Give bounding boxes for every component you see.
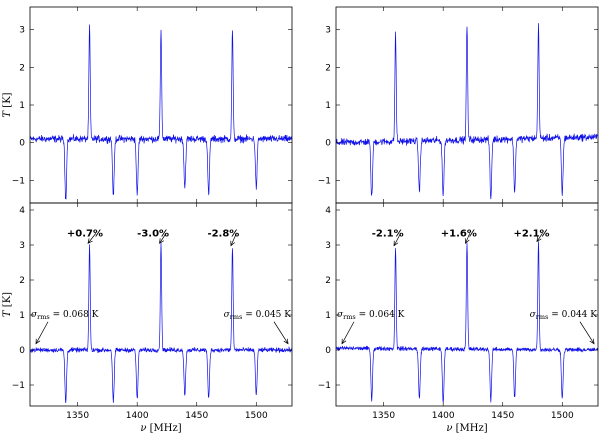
y-tick-label: 1 [325,101,331,111]
y-tick-label: 3 [19,26,25,36]
y-tick-label: 0 [19,139,25,149]
x-tick-label: 1350 [372,411,395,421]
y-tick-label: 0 [325,139,331,149]
annotation-arrow [87,233,97,244]
arrow-head [35,338,41,345]
y-tick-label: −1 [12,176,25,186]
y-tick-label: 3 [19,241,25,251]
y-tick-label: 3 [325,241,331,251]
arrow-head [283,338,289,345]
arrow-head [536,236,542,243]
y-tick-label: −1 [318,381,331,391]
rms-arrow [579,321,595,344]
y-tick-label: 2 [325,276,331,286]
arrow-head [589,338,595,345]
panel-top-left: −1 0 1 2 3 T [K] [2,6,293,204]
annotation-arrow [230,233,237,246]
spectrum-line [30,242,292,404]
plot-frame [29,202,293,407]
x-tick-label: 1450 [491,411,514,421]
y-tick-label: −1 [318,176,331,186]
y-axis-label: T [K] [2,92,13,117]
annotation-arrow [393,233,402,246]
rms-arrow [35,321,49,344]
peak-deviation-label: +1.6% [441,228,477,239]
y-tick-label: 1 [325,311,331,321]
arrow-head [230,240,235,247]
y-tick-label: 4 [325,206,331,216]
arrow-head [159,238,164,244]
y-tick-label: −1 [12,381,25,391]
peak-deviation-label: -3.0% [137,228,169,239]
y-tick-label: 2 [19,276,25,286]
y-tick-label: 0 [325,346,331,356]
y-tick-label: 2 [325,63,331,73]
peak-deviation-label: +2.1% [513,228,549,239]
x-tick-label: 1500 [551,411,574,421]
arrow-head [341,338,347,345]
rms-arrow [341,321,355,344]
y-tick-label: 1 [19,311,25,321]
peak-deviation-label: +0.7% [67,228,103,239]
x-axis-label: ν [MHz] [140,423,181,434]
y-tick-label: 0 [19,346,25,356]
annotation-arrow [465,233,471,244]
plot-frame [335,202,599,407]
x-tick-label: 1450 [185,411,208,421]
y-tick-label: 4 [19,206,25,216]
y-tick-label: 2 [19,63,25,73]
panel-bottom-right: −1 0 1 2 3 4 1350 1400 1450 1500 ν [MHz] -2.1% +1.6%… [318,202,599,434]
y-axis-label: T [K] [2,292,13,317]
peak-deviation-label: -2.1% [372,228,404,239]
x-tick-label: 1350 [66,411,89,421]
rms-noise-label: σrms = 0.064 K [337,310,405,321]
spectrum-line [30,24,292,200]
y-tick-label: 3 [325,26,331,36]
panel-top-right: −1 0 1 2 3 [318,6,599,204]
annotation-arrow [536,233,543,242]
panel-bottom-left: −1 0 1 2 3 4 1350 1400 1450 1500 T [K] ν [MHz] +0.7%… [2,202,293,434]
rms-noise-label: σrms = 0.045 K [224,310,292,321]
x-axis-label: ν [MHz] [446,423,487,434]
arrow-head [464,238,470,244]
x-tick-label: 1500 [245,411,268,421]
annotation-arrow [159,233,167,244]
rms-noise-label: σrms = 0.068 K [31,310,99,321]
x-tick-label: 1400 [126,411,149,421]
arrow-head [87,238,93,244]
x-tick-label: 1400 [432,411,455,421]
arrow-head [393,240,399,247]
peak-deviation-label: -2.8% [207,228,239,239]
rms-noise-label: σrms = 0.044 K [530,310,598,321]
spectrum-line [336,241,598,403]
y-tick-label: 1 [19,101,25,111]
spectrum-line [336,23,598,200]
rms-arrow [273,321,289,344]
